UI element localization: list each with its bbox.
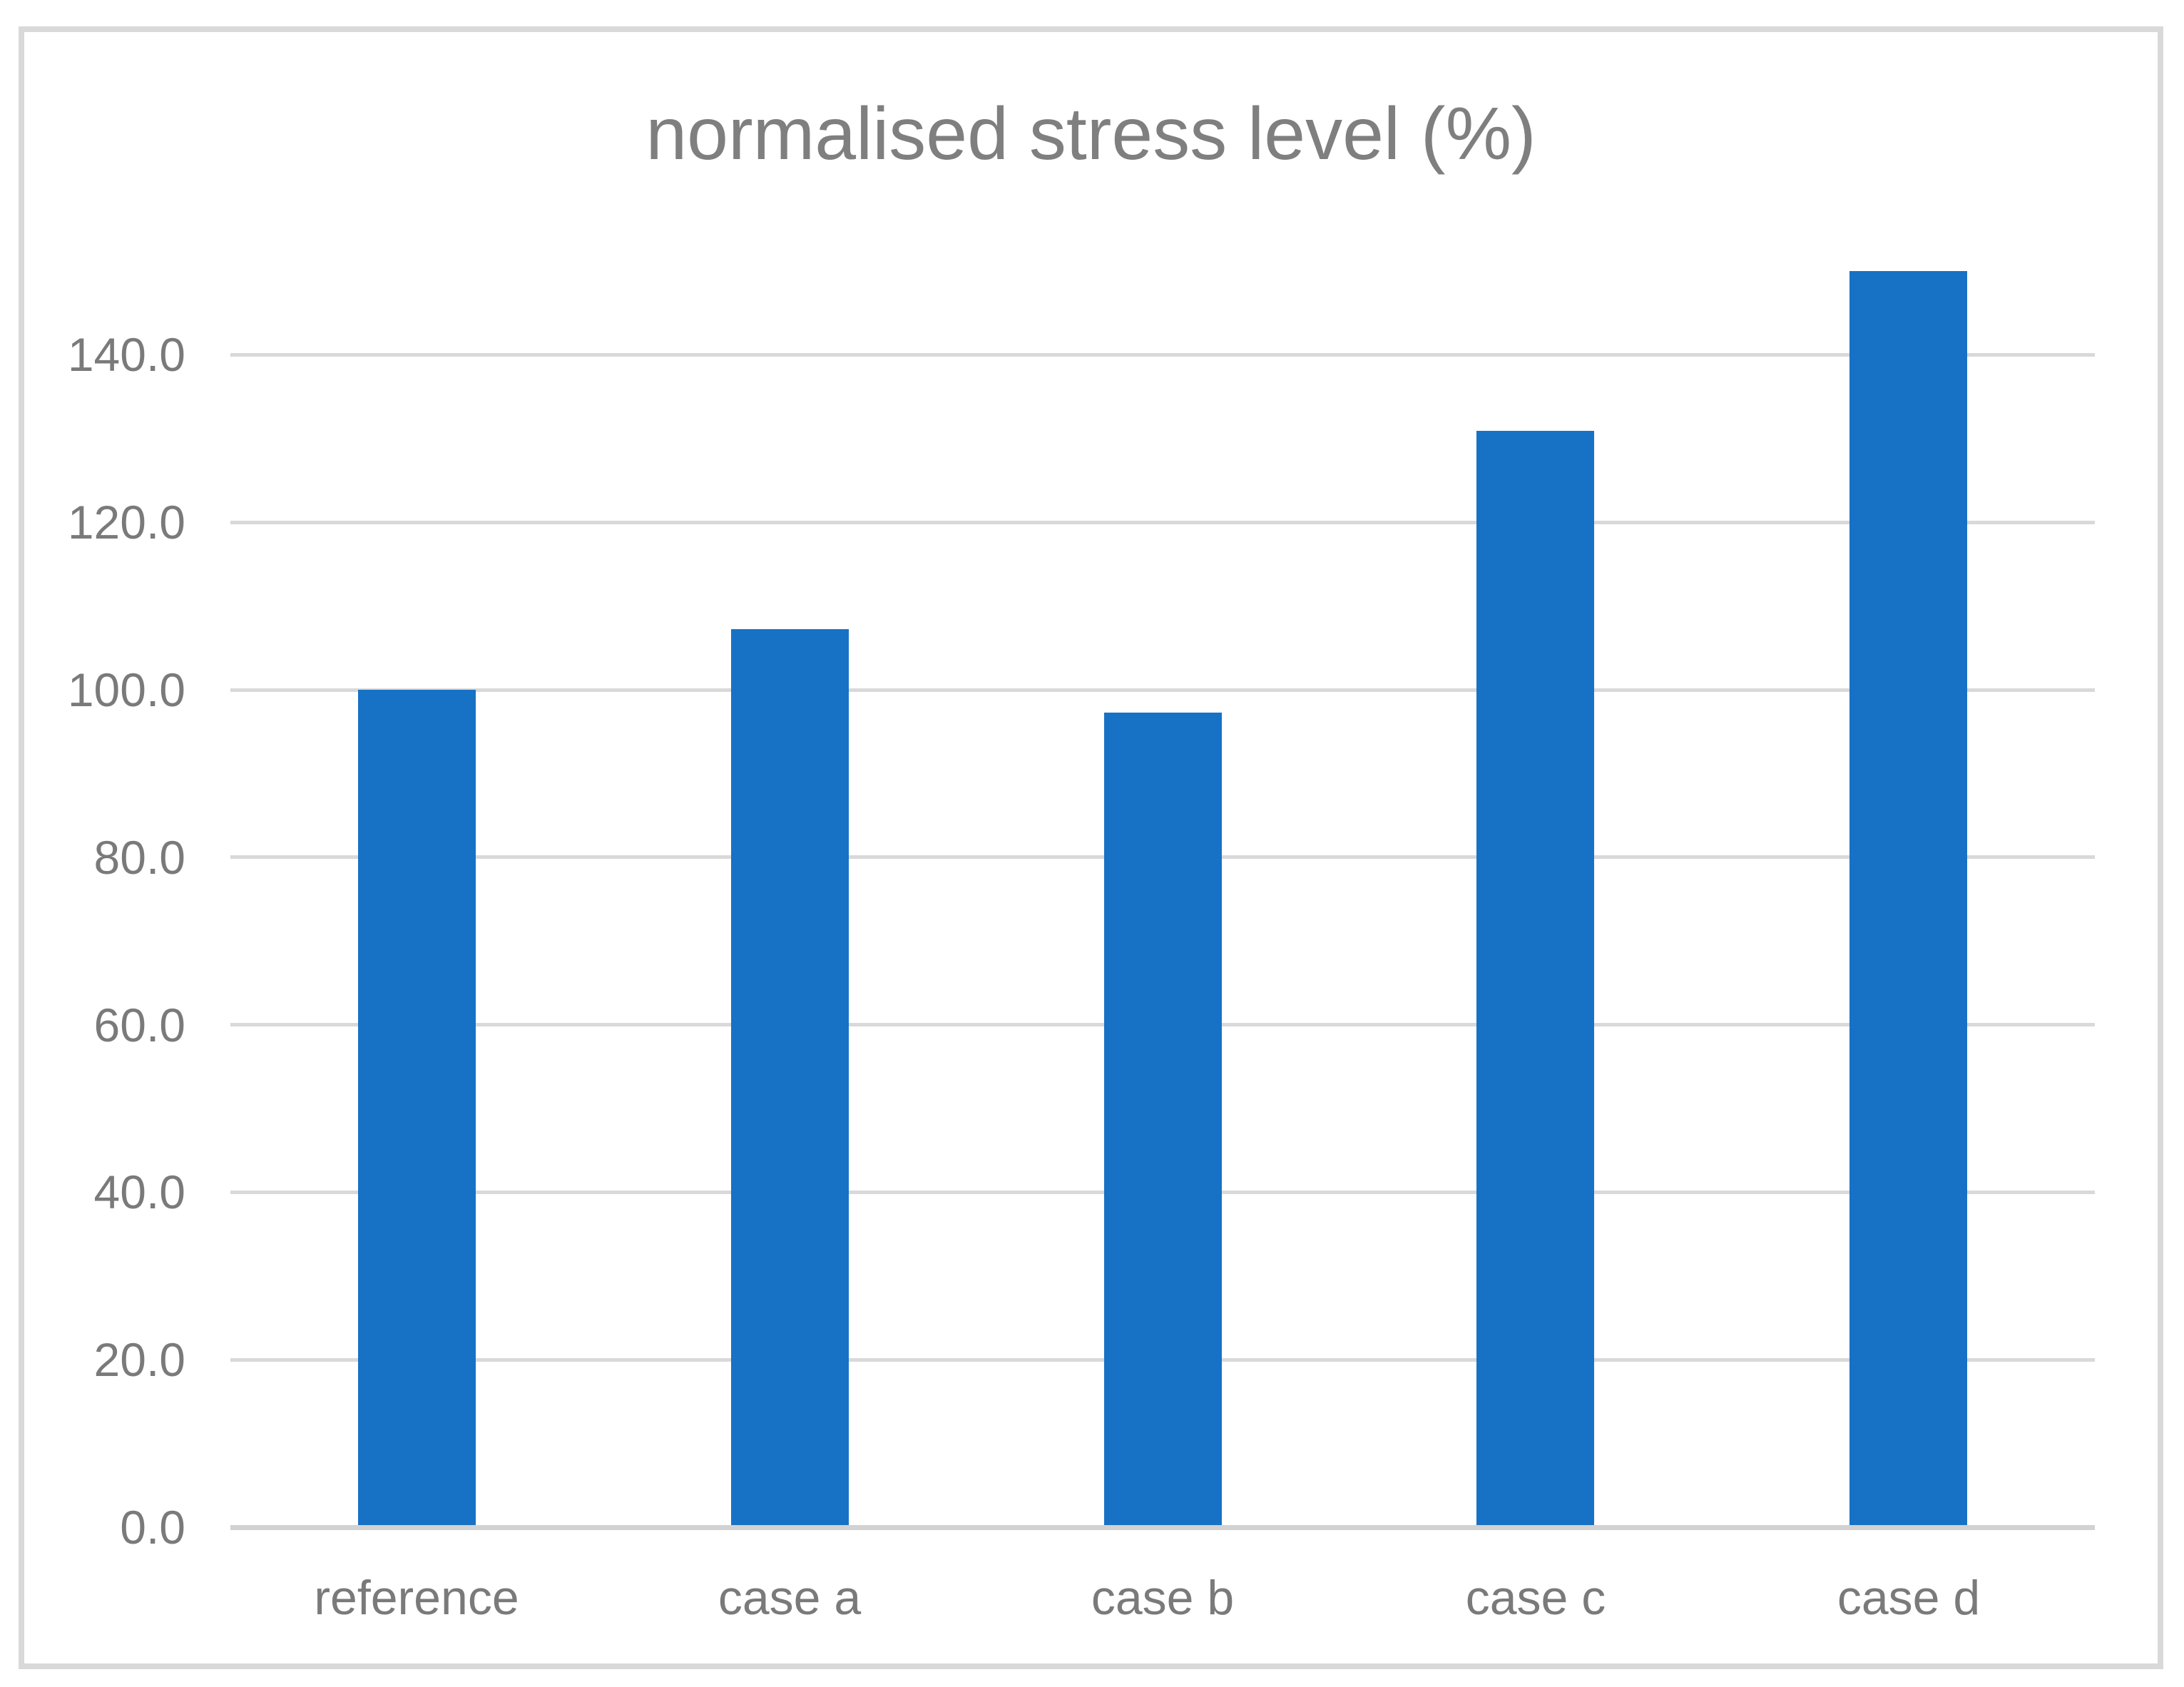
bar-case-d: [1849, 271, 1967, 1527]
x-category-label-case-b: case b: [1091, 1571, 1235, 1625]
y-tick-label: 80.0: [93, 831, 185, 884]
x-axis-line: [230, 1525, 2095, 1530]
bar-case-b: [1104, 713, 1222, 1527]
y-tick-label: 20.0: [93, 1333, 185, 1386]
chart-title: normalised stress level (%): [645, 93, 1536, 175]
chart-frame: [19, 26, 2163, 1669]
x-category-label-case-d: case d: [1837, 1571, 1981, 1625]
y-tick-label: 120.0: [67, 496, 185, 549]
x-category-label-case-a: case a: [718, 1571, 862, 1625]
y-tick-label: 60.0: [93, 999, 185, 1051]
y-tick-label: 40.0: [93, 1166, 185, 1218]
x-category-label-reference: reference: [314, 1571, 519, 1625]
x-category-label-case-c: case c: [1465, 1571, 1606, 1625]
y-tick-label: 0.0: [120, 1501, 185, 1554]
gridline: [230, 521, 2095, 524]
gridline: [230, 688, 2095, 692]
bar-reference: [358, 690, 476, 1527]
bar-case-a: [731, 629, 849, 1527]
bar-case-c: [1476, 431, 1594, 1527]
y-tick-label: 140.0: [67, 328, 185, 381]
gridline: [230, 353, 2095, 357]
y-tick-label: 100.0: [67, 663, 185, 716]
